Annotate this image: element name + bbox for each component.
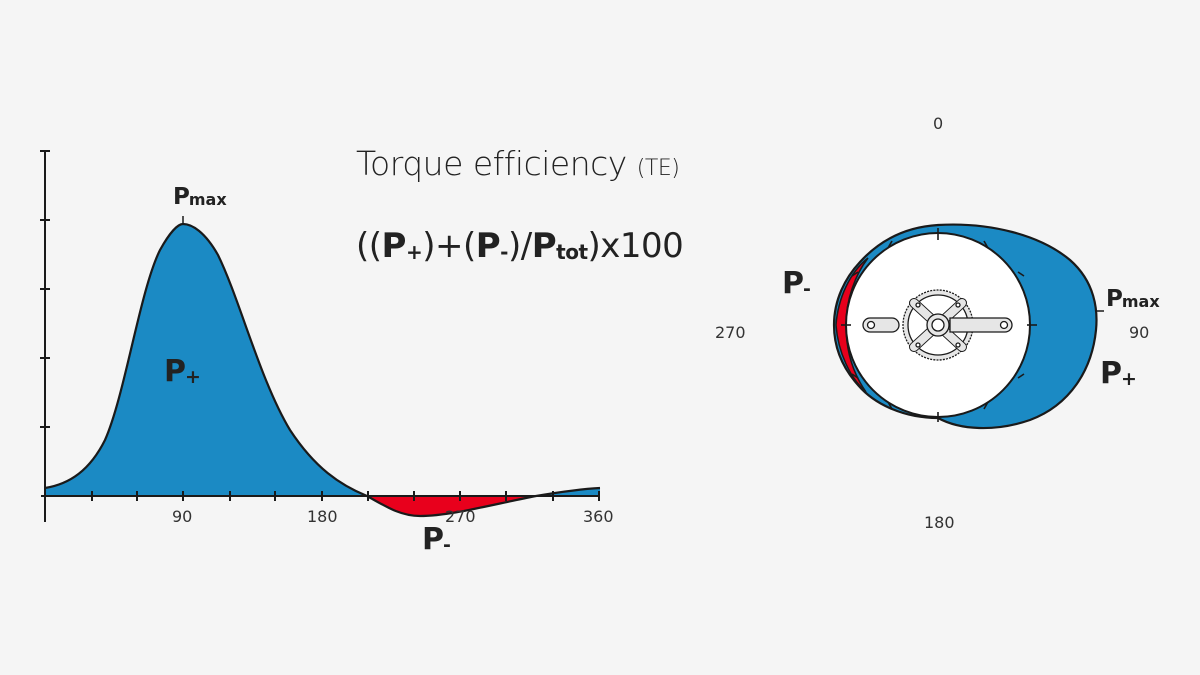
polar-label-270: 270	[715, 323, 746, 342]
x-tick-label-360: 360	[583, 507, 614, 526]
polar-p-minus-label: P-	[782, 266, 811, 301]
pmax-label: Pmax	[173, 184, 227, 210]
chart-title: Torque efficiency (TE)	[356, 144, 680, 183]
p-minus-label: P-	[422, 522, 451, 557]
polar-p-plus-label: P+	[1100, 356, 1137, 391]
polar-torque-chart	[832, 223, 1104, 430]
polar-label-90: 90	[1129, 323, 1150, 342]
x-tick-label-270: 270	[445, 507, 476, 526]
linear-torque-chart	[40, 150, 601, 522]
polar-ticks	[841, 228, 1037, 422]
crankset-icon	[862, 289, 1013, 361]
negative-torque-area	[367, 496, 536, 516]
p-plus-label: P+	[164, 354, 201, 389]
polar-pmax-label: Pmax	[1106, 286, 1160, 312]
y-ticks	[40, 150, 50, 428]
polar-label-0: 0	[933, 114, 944, 133]
x-ticks	[91, 491, 600, 501]
torque-curve	[44, 222, 601, 518]
x-tick-label-180: 180	[307, 507, 338, 526]
polar-label-180: 180	[924, 513, 955, 532]
te-formula: ((P+)+(P-)/Ptot)x100	[356, 226, 684, 266]
positive-torque-area	[45, 224, 367, 496]
x-tick-label-90: 90	[172, 507, 193, 526]
